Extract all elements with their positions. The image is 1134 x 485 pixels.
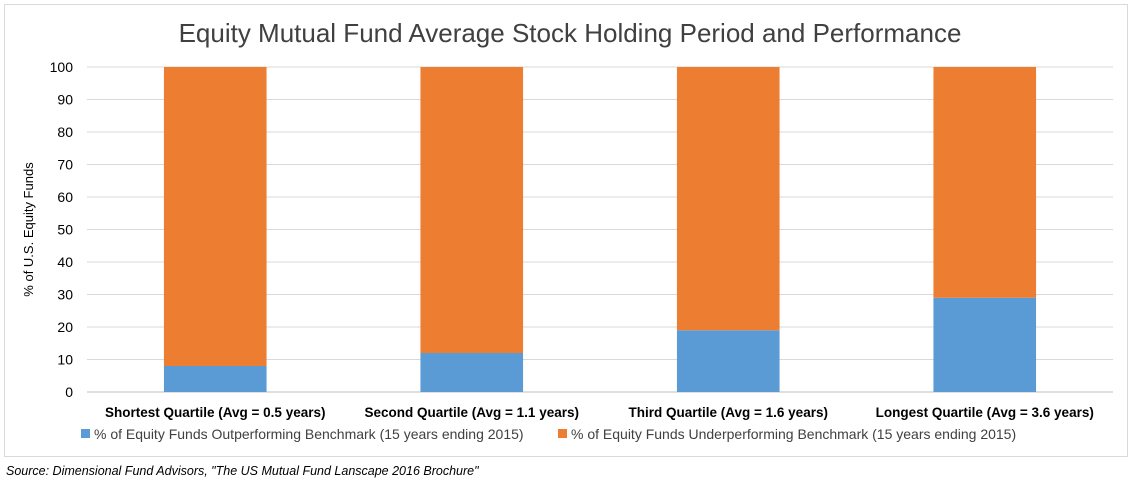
y-tick-label: 10 [57, 352, 73, 368]
y-tick-label: 100 [50, 59, 74, 75]
y-tick-label: 80 [57, 124, 73, 140]
y-tick-label: 70 [57, 157, 73, 173]
x-tick-label: Shortest Quartile (Avg = 0.5 years) [105, 405, 325, 420]
bar-underperforming [933, 67, 1037, 298]
bar-outperforming [420, 353, 524, 392]
chart-title: Equity Mutual Fund Average Stock Holding… [179, 18, 962, 48]
bar-underperforming [163, 67, 267, 366]
legend-label: % of Equity Funds Underperforming Benchm… [571, 426, 1016, 442]
y-tick-label: 60 [57, 189, 73, 205]
bar-outperforming [163, 366, 267, 392]
source-note: Source: Dimensional Fund Advisors, "The … [6, 464, 479, 478]
bar-underperforming [676, 67, 780, 331]
y-tick-label: 90 [57, 92, 73, 108]
x-tick-label: Second Quartile (Avg = 1.1 years) [365, 405, 579, 420]
x-tick-label: Third Quartile (Avg = 1.6 years) [629, 405, 828, 420]
y-tick-label: 0 [65, 384, 73, 400]
legend-label: % of Equity Funds Outperforming Benchmar… [94, 426, 524, 442]
legend-swatch [81, 429, 90, 438]
y-tick-label: 50 [57, 222, 73, 238]
x-tick-label: Longest Quartile (Avg = 3.6 years) [876, 405, 1094, 420]
y-tick-label: 30 [57, 287, 73, 303]
y-axis-label: % of U.S. Equity Funds [21, 162, 36, 297]
y-tick-label: 40 [57, 254, 73, 270]
y-tick-label: 20 [57, 319, 73, 335]
bar-outperforming [676, 330, 780, 392]
chart-frame: Equity Mutual Fund Average Stock Holding… [4, 4, 1128, 457]
legend-swatch [558, 429, 567, 438]
bar-underperforming [420, 67, 524, 353]
bar-outperforming [933, 297, 1037, 392]
stacked-bar-chart: Equity Mutual Fund Average Stock Holding… [21, 18, 1113, 442]
